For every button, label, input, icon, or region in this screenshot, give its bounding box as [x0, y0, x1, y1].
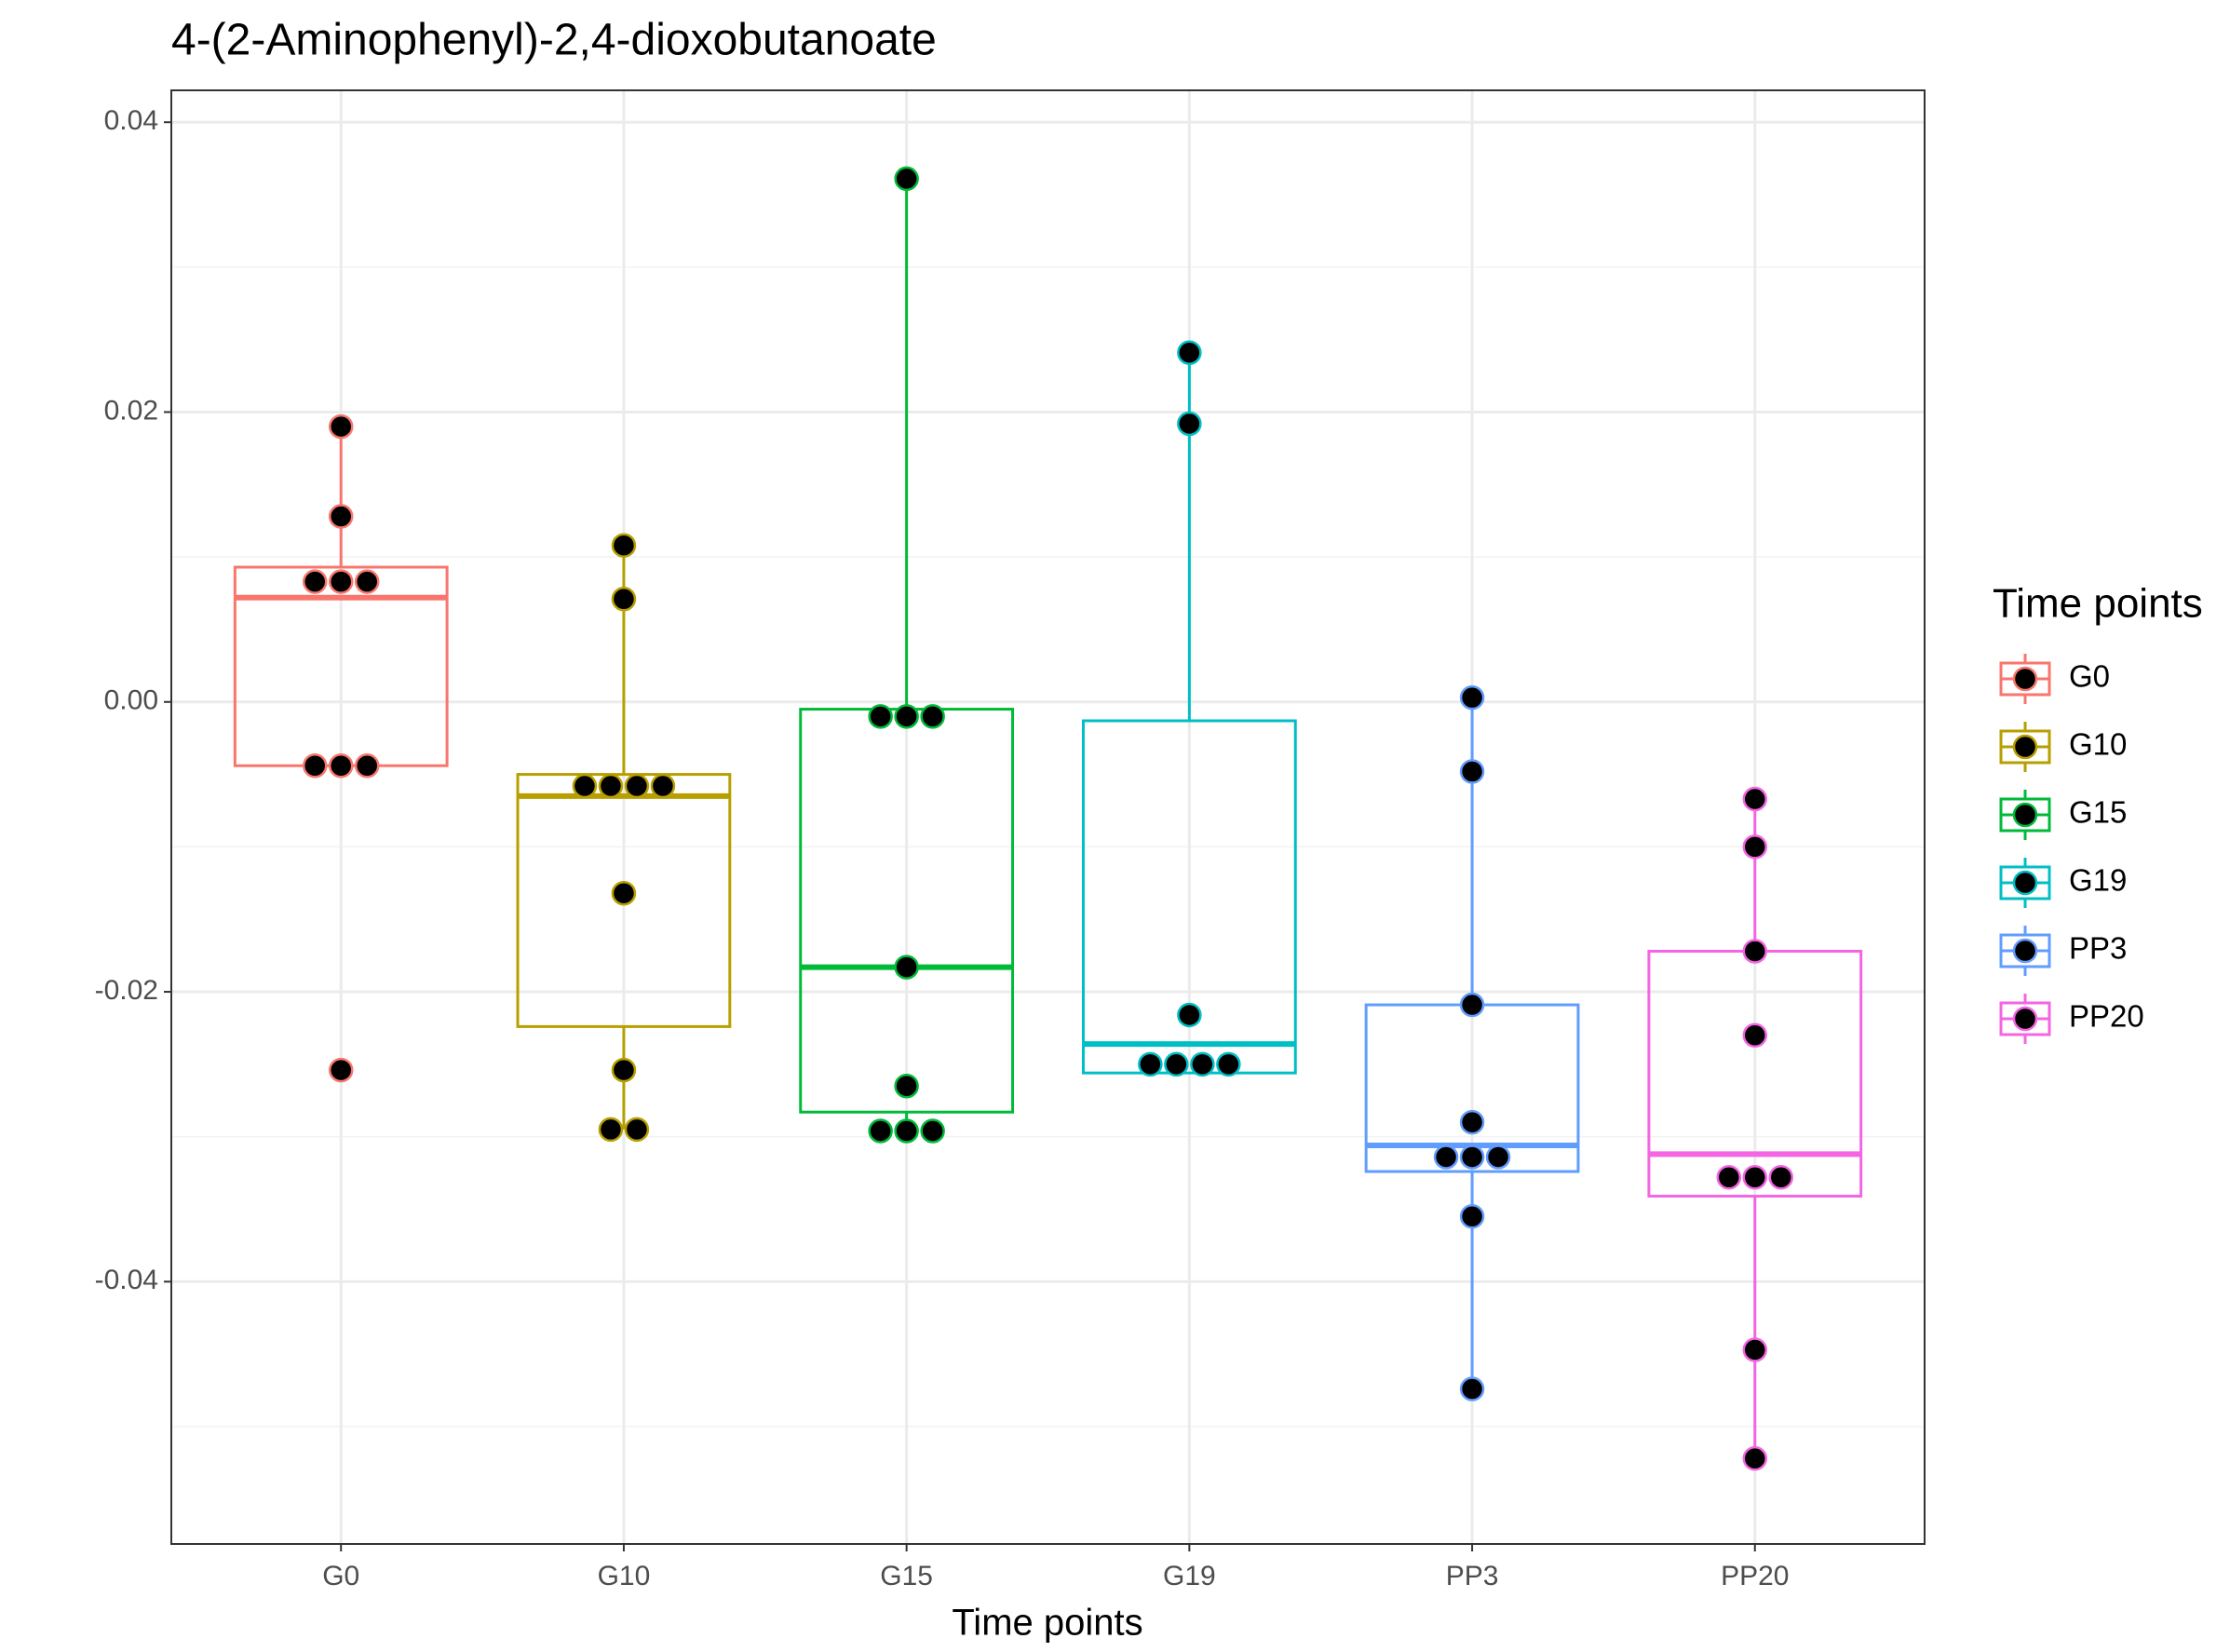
legend-title: Time points: [1993, 581, 2203, 627]
data-point: [328, 413, 354, 440]
data-point: [1459, 684, 1485, 711]
y-tick-label: 0.00: [104, 685, 158, 716]
data-point: [1742, 786, 1768, 812]
legend-key-dot: [2012, 870, 2038, 896]
data-point: [624, 773, 650, 799]
data-point: [1742, 1445, 1768, 1471]
chart-title: 4-(2-Aminophenyl)-2,4-dioxobutanoate: [171, 16, 937, 65]
data-point: [611, 533, 637, 558]
data-point: [920, 1118, 945, 1144]
data-point: [1459, 992, 1485, 1018]
legend-key-dot: [2012, 666, 2038, 692]
data-point: [624, 1117, 650, 1143]
data-point: [611, 587, 637, 612]
data-point: [1459, 1204, 1485, 1229]
data-point: [894, 1073, 919, 1099]
data-point: [302, 753, 328, 779]
data-point: [328, 753, 354, 779]
box: [516, 773, 732, 1028]
y-tick-label: -0.04: [95, 1265, 158, 1295]
data-point: [868, 1118, 893, 1144]
data-point: [354, 569, 380, 594]
plot-border: [170, 89, 1926, 1545]
data-point: [1190, 1051, 1215, 1077]
data-point: [328, 1057, 354, 1083]
data-point: [611, 1057, 637, 1083]
data-point: [894, 704, 919, 729]
data-point: [1459, 1376, 1485, 1401]
data-point: [598, 1117, 624, 1143]
data-point: [920, 704, 945, 729]
data-point: [650, 773, 676, 799]
data-point: [1138, 1051, 1163, 1077]
data-point: [1177, 340, 1202, 365]
data-point: [1459, 1144, 1485, 1170]
data-point: [328, 504, 354, 529]
legend-key-dot: [2012, 802, 2038, 828]
x-tick-label: PP3: [1446, 1561, 1499, 1591]
x-tick-label: G15: [880, 1561, 933, 1591]
data-point: [1485, 1144, 1511, 1170]
legend-label: G10: [2069, 727, 2127, 762]
legend-label: G0: [2069, 659, 2110, 694]
data-point: [1433, 1144, 1459, 1170]
data-point: [1742, 1337, 1768, 1362]
legend-label: G15: [2069, 795, 2127, 830]
y-tick-label: 0.02: [104, 395, 158, 426]
data-point: [1164, 1051, 1189, 1077]
data-point: [1216, 1051, 1241, 1077]
data-point: [894, 166, 919, 192]
legend-key-dot: [2012, 1006, 2038, 1032]
data-point: [1177, 411, 1202, 437]
data-point: [598, 773, 624, 799]
data-point: [868, 704, 893, 729]
data-point: [328, 569, 354, 594]
legend-key-dot: [2012, 734, 2038, 760]
legend-label: G19: [2069, 863, 2127, 898]
y-tick-label: 0.04: [104, 105, 158, 136]
data-point: [1177, 1002, 1202, 1028]
data-point: [1742, 1022, 1768, 1048]
x-tick-label: G0: [322, 1561, 359, 1591]
data-point: [894, 1118, 919, 1144]
data-point: [894, 955, 919, 980]
data-point: [1459, 1109, 1485, 1135]
x-axis-title: Time points: [952, 1603, 1142, 1644]
data-point: [1768, 1164, 1794, 1190]
data-point: [1742, 834, 1768, 860]
data-point: [354, 753, 380, 779]
data-point: [1459, 759, 1485, 784]
data-point: [1742, 1164, 1768, 1190]
x-tick-label: G10: [598, 1561, 651, 1591]
x-tick-label: PP20: [1721, 1561, 1789, 1591]
data-point: [611, 880, 637, 906]
data-point: [302, 569, 328, 594]
x-tick-label: G19: [1163, 1561, 1216, 1591]
box: [1081, 719, 1297, 1075]
data-point: [1742, 939, 1768, 964]
legend-key-dot: [2012, 938, 2038, 964]
legend-label: PP3: [2069, 931, 2127, 966]
data-point: [1716, 1164, 1742, 1190]
y-tick-label: -0.02: [95, 975, 158, 1006]
legend-label: PP20: [2069, 999, 2144, 1034]
data-point: [572, 773, 598, 799]
